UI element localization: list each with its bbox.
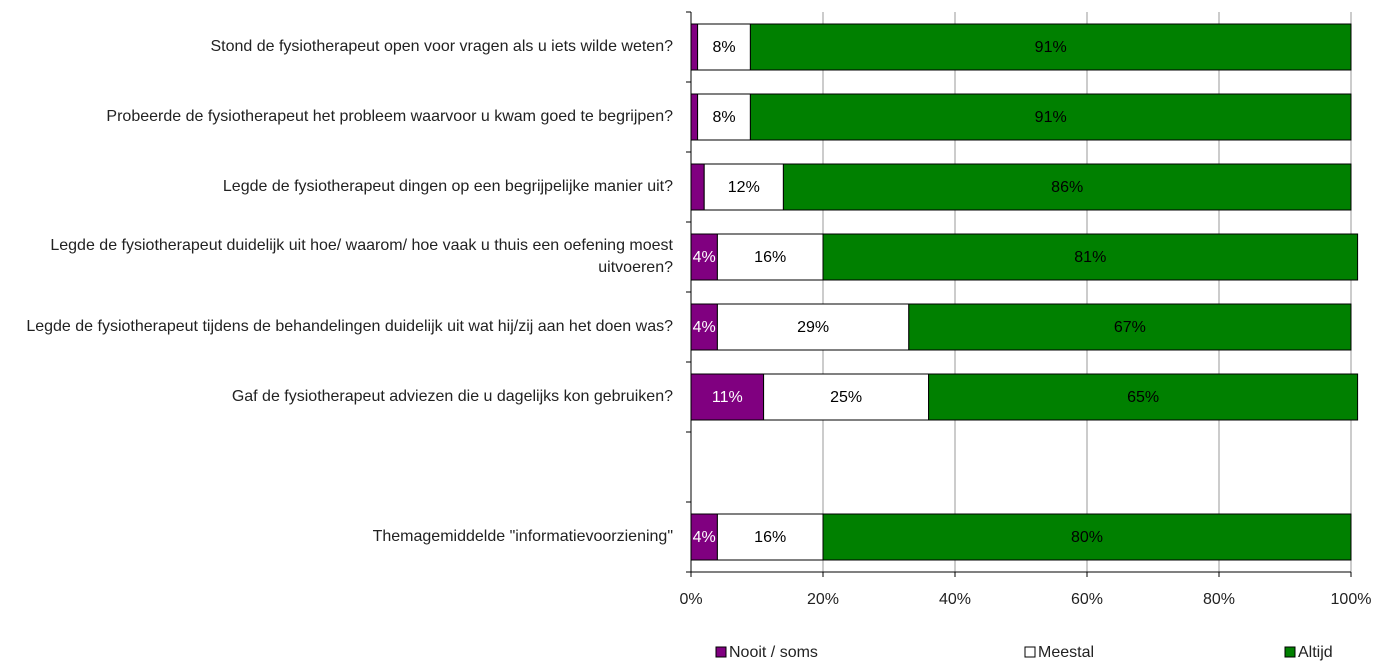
- x-tick-label: 20%: [807, 591, 839, 608]
- x-tick-label: 60%: [1071, 591, 1103, 608]
- bar-segment: [749, 23, 1352, 71]
- data-label: 81%: [1074, 249, 1106, 266]
- bar-segment: [690, 93, 699, 141]
- bar-segment: [690, 23, 699, 71]
- legend-swatch: [1284, 646, 1296, 658]
- bar-segment: [749, 93, 1352, 141]
- bar-segment: [822, 513, 1352, 561]
- data-label: 4%: [693, 249, 716, 266]
- bar-segment: [697, 93, 751, 141]
- bar-segment: [928, 373, 1359, 421]
- data-label: 16%: [754, 529, 786, 546]
- x-tick-label: 40%: [939, 591, 971, 608]
- data-label: 25%: [830, 389, 862, 406]
- y-tick-text: Legde de fysiotherapeut tijdens de behan…: [26, 318, 673, 335]
- data-label: 11%: [712, 389, 743, 406]
- y-tick-text: Gaf de fysiotherapeut adviezen die u dag…: [231, 388, 673, 405]
- y-tick-label: Themagemiddelde "informatievoorziening": [0, 502, 673, 572]
- bar-segment: [690, 163, 705, 211]
- data-label: 29%: [797, 319, 829, 336]
- y-tick-text: Stond de fysiotherapeut open voor vragen…: [210, 38, 673, 55]
- data-label: 80%: [1071, 529, 1103, 546]
- y-tick-label: Legde de fysiotherapeut tijdens de behan…: [0, 292, 673, 362]
- y-tick-text: Probeerde de fysiotherapeut het probleem…: [106, 108, 673, 125]
- x-tick-label: 0%: [679, 591, 702, 608]
- data-label: 12%: [728, 179, 760, 196]
- bar-segment: [716, 303, 910, 351]
- data-label: 65%: [1127, 389, 1159, 406]
- data-label: 67%: [1114, 319, 1146, 336]
- bar-segment: [782, 163, 1352, 211]
- bar-segment: [690, 303, 718, 351]
- y-tick-label: Legde de fysiotherapeut dingen op een be…: [0, 152, 673, 222]
- bar-segment: [697, 23, 751, 71]
- data-label: 91%: [1035, 39, 1067, 56]
- bar-segment: [690, 233, 718, 281]
- y-tick-text: Legde de fysiotherapeut dingen op een be…: [222, 178, 673, 195]
- data-label: 4%: [693, 529, 716, 546]
- data-label: 91%: [1035, 109, 1067, 126]
- y-tick-text: Legde de fysiotherapeut duidelijk uit ho…: [50, 237, 673, 276]
- bar-segment: [690, 513, 718, 561]
- y-tick-label: Gaf de fysiotherapeut adviezen die u dag…: [0, 362, 673, 432]
- legend-label: Meestal: [1038, 644, 1094, 661]
- data-label: 4%: [693, 319, 716, 336]
- legend-label: Nooit / soms: [729, 644, 818, 661]
- legend-swatch: [1024, 646, 1036, 658]
- data-label: 86%: [1051, 179, 1083, 196]
- bar-segment: [716, 233, 824, 281]
- data-label: 8%: [712, 109, 735, 126]
- data-label: 16%: [754, 249, 786, 266]
- y-tick-label: Probeerde de fysiotherapeut het probleem…: [0, 82, 673, 152]
- y-tick-label: Legde de fysiotherapeut duidelijk uit ho…: [0, 222, 673, 292]
- bar-segment: [822, 233, 1359, 281]
- bar-segment: [690, 373, 765, 421]
- data-label: 8%: [712, 39, 735, 56]
- legend-swatch: [715, 646, 727, 658]
- bar-segment: [716, 513, 824, 561]
- bar-segment: [908, 303, 1352, 351]
- x-tick-label: 80%: [1203, 591, 1235, 608]
- bar-segment: [763, 373, 930, 421]
- y-tick-text: Themagemiddelde "informatievoorziening": [372, 528, 673, 545]
- bar-segment: [703, 163, 784, 211]
- y-tick-label: Stond de fysiotherapeut open voor vragen…: [0, 12, 673, 82]
- x-tick-label: 100%: [1331, 591, 1372, 608]
- legend-label: Altijd: [1298, 644, 1333, 661]
